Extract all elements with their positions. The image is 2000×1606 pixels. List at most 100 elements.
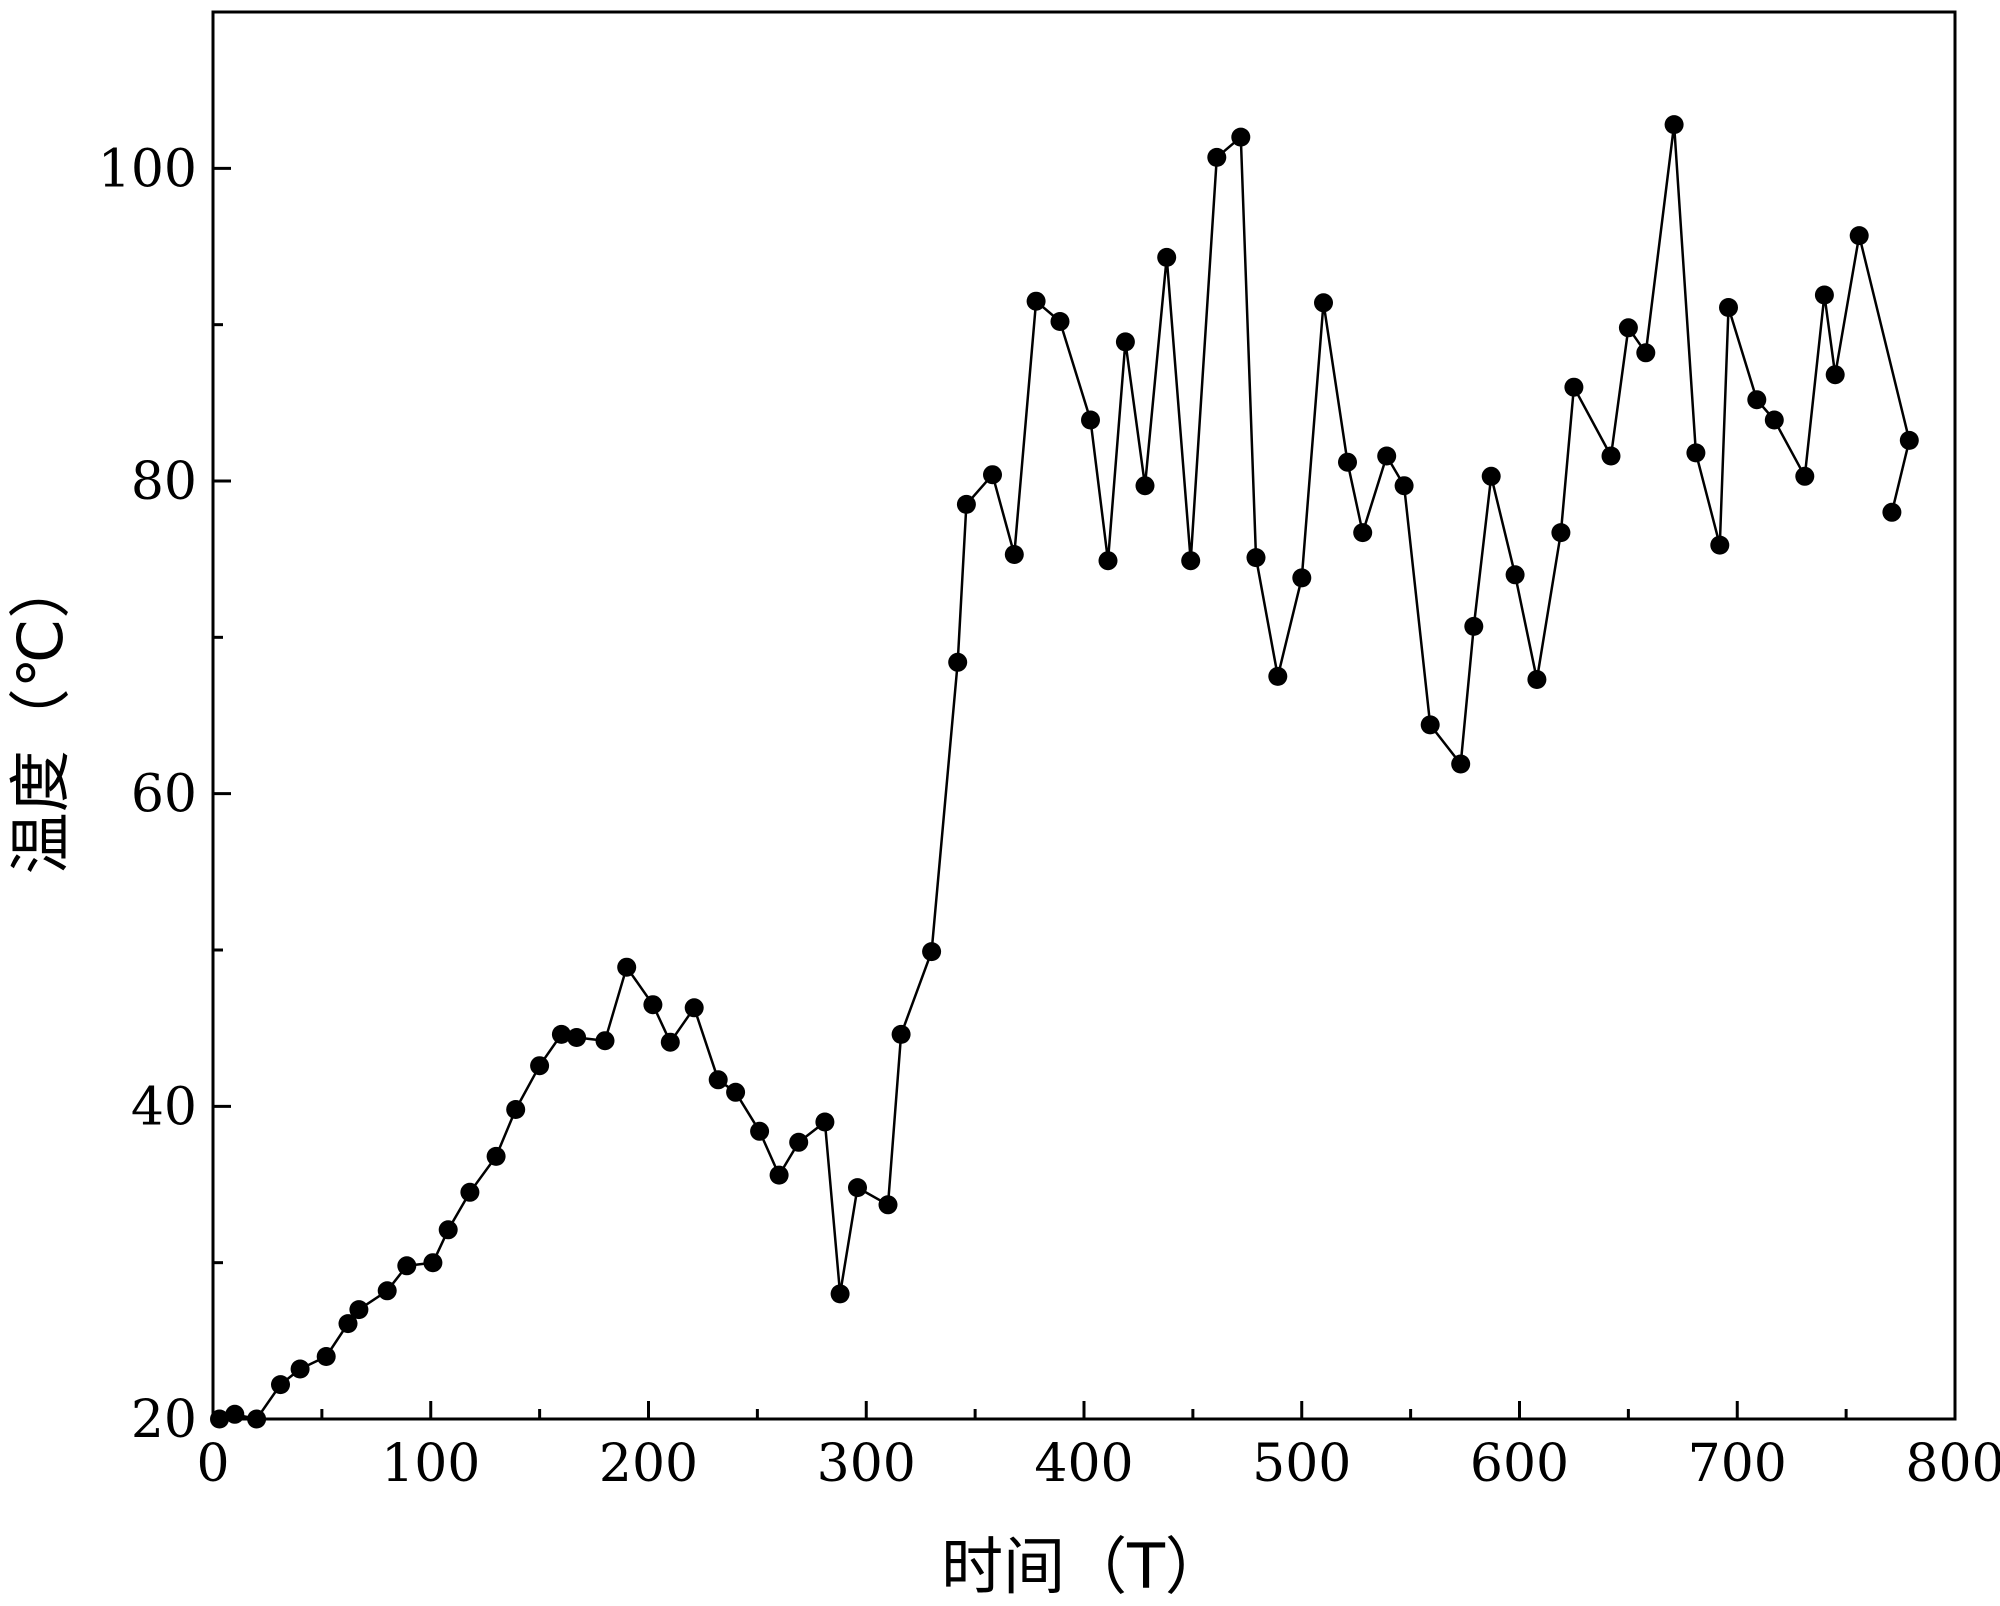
data-point xyxy=(460,1182,480,1202)
data-point xyxy=(1481,466,1501,486)
axis-ticks: 0 100 200 300 400 500 600 700 800 20 40 60 80 100 xyxy=(98,10,2000,1494)
data-point xyxy=(1004,545,1024,564)
data-point xyxy=(551,1024,571,1044)
data-point xyxy=(830,1284,850,1304)
data-point xyxy=(891,1024,911,1044)
data-point xyxy=(349,1300,369,1320)
data-point xyxy=(1618,318,1638,338)
data-point xyxy=(1231,127,1251,147)
data-point xyxy=(506,1100,526,1119)
data-point xyxy=(708,1070,728,1090)
data-point xyxy=(1601,446,1621,466)
data-point xyxy=(1882,502,1902,522)
data-point xyxy=(789,1132,809,1152)
data-point xyxy=(726,1082,746,1102)
x-tick-label: 700 xyxy=(1688,1434,1787,1494)
data-point xyxy=(1899,430,1919,450)
data-point xyxy=(1157,247,1177,267)
data-point xyxy=(769,1165,789,1185)
data-point xyxy=(397,1256,417,1276)
data-point xyxy=(1636,343,1656,363)
x-tick-label: 400 xyxy=(1034,1434,1133,1494)
data-point xyxy=(684,998,704,1018)
data-point xyxy=(1551,523,1571,543)
data-point xyxy=(1338,452,1357,472)
data-point xyxy=(948,652,968,672)
data-point xyxy=(1686,443,1706,463)
data-point xyxy=(530,1056,550,1076)
x-tick-label: 0 xyxy=(196,1434,229,1494)
data-point xyxy=(983,465,1002,485)
data-point xyxy=(1795,466,1815,486)
data-point xyxy=(316,1347,336,1366)
data-point xyxy=(1377,446,1397,466)
data-point xyxy=(1764,410,1784,430)
y-tick-label: 40 xyxy=(131,1077,197,1137)
data-point xyxy=(1825,365,1845,385)
data-point xyxy=(815,1112,835,1132)
x-tick-label: 600 xyxy=(1470,1434,1569,1494)
data-point xyxy=(660,1032,680,1052)
data-point xyxy=(848,1178,867,1198)
data-point xyxy=(750,1121,770,1141)
x-tick-label: 500 xyxy=(1252,1434,1351,1494)
data-point xyxy=(1292,568,1312,588)
data-point xyxy=(1505,565,1525,585)
y-tick-label: 60 xyxy=(131,765,197,825)
data-point xyxy=(423,1253,443,1273)
data-point xyxy=(1181,551,1201,571)
data-point xyxy=(486,1146,506,1166)
data-point xyxy=(271,1375,290,1395)
data-point xyxy=(338,1314,358,1334)
data-point xyxy=(1207,147,1227,167)
data-point xyxy=(1814,285,1834,305)
data-point xyxy=(1719,298,1738,317)
data-point xyxy=(1664,115,1684,135)
data-point xyxy=(225,1404,245,1424)
data-point xyxy=(956,494,976,514)
x-axis-title: 时间（T） xyxy=(941,1530,1227,1603)
data-point xyxy=(1246,548,1266,568)
y-tick-label: 80 xyxy=(131,452,197,512)
data-point xyxy=(1747,390,1767,410)
data-point xyxy=(1026,291,1046,311)
y-axis-title: 温度（℃） xyxy=(4,557,77,875)
data-point xyxy=(1527,670,1547,689)
data-point xyxy=(1115,332,1135,352)
data-point xyxy=(1081,410,1100,430)
data-point xyxy=(438,1220,458,1240)
data-point xyxy=(1098,551,1118,571)
data-point xyxy=(247,1409,267,1429)
y-tick-label: 100 xyxy=(98,139,197,199)
data-point xyxy=(210,1409,229,1429)
data-point xyxy=(1564,377,1584,397)
data-point xyxy=(1394,476,1414,496)
series-layer xyxy=(210,115,1919,1429)
data-point xyxy=(1451,754,1471,774)
data-point xyxy=(1464,616,1484,636)
x-tick-label: 800 xyxy=(1905,1434,2000,1494)
data-point xyxy=(1420,715,1440,735)
y-tick-label: 20 xyxy=(131,1390,197,1450)
data-point xyxy=(567,1028,587,1047)
data-point xyxy=(1050,312,1070,331)
data-point xyxy=(878,1195,898,1215)
data-point xyxy=(1268,666,1288,686)
x-tick-label: 200 xyxy=(599,1434,698,1494)
x-tick-label: 300 xyxy=(817,1434,916,1494)
data-point xyxy=(1710,535,1730,555)
data-point xyxy=(290,1359,310,1379)
data-point xyxy=(617,957,637,977)
data-point xyxy=(1135,476,1155,496)
data-point xyxy=(1353,523,1373,543)
data-point xyxy=(922,942,942,962)
data-point xyxy=(1849,226,1869,246)
series-line xyxy=(1890,440,1911,513)
data-point xyxy=(643,995,663,1015)
data-point xyxy=(595,1031,615,1051)
data-point xyxy=(377,1281,397,1301)
data-point xyxy=(1314,293,1333,313)
x-tick-label: 100 xyxy=(381,1434,480,1494)
